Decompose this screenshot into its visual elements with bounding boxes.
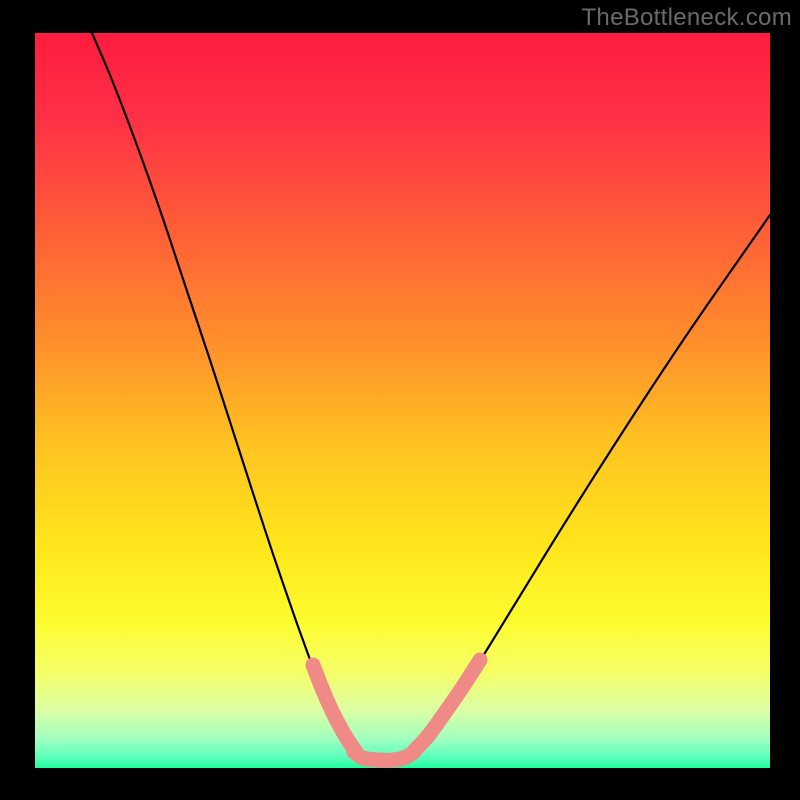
watermark-text: TheBottleneck.com	[581, 4, 792, 32]
highlight-segment-1	[354, 752, 414, 760]
plot-background	[35, 33, 770, 768]
chart-svg	[0, 0, 800, 800]
chart-container: TheBottleneck.com	[0, 0, 800, 800]
